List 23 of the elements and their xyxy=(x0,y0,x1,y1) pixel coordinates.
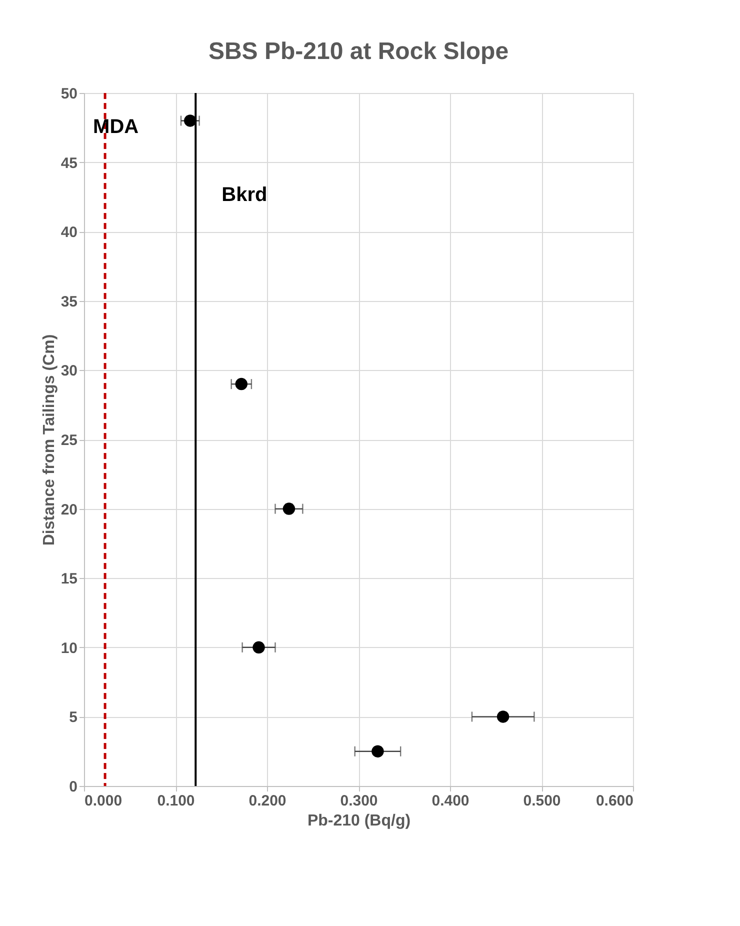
y-tick-label: 35 xyxy=(60,293,78,310)
y-axis-title: Distance from Tailings (Cm) xyxy=(40,334,58,546)
x-tick-label: 0.000 xyxy=(84,792,122,810)
x-tick-label: 0.200 xyxy=(248,792,286,810)
y-tick-label: 50 xyxy=(60,86,78,102)
y-tick-label: 25 xyxy=(60,432,78,449)
ref-line-label: Bkrd xyxy=(222,184,268,206)
x-tick-label: 0.500 xyxy=(523,792,561,810)
x-tick-label: 0.100 xyxy=(157,792,195,810)
y-tick-label: 45 xyxy=(60,154,78,172)
y-tick-label: 40 xyxy=(60,224,78,242)
y-tick-label: 20 xyxy=(60,501,78,518)
x-tick-label: 0.600 xyxy=(596,792,634,810)
x-tick-label: 0.400 xyxy=(432,792,470,810)
y-tick-label: 15 xyxy=(60,570,78,588)
y-tick-label: 0 xyxy=(69,778,78,796)
ref-line-label: MDA xyxy=(93,116,139,138)
x-tick-label: 0.300 xyxy=(340,792,378,810)
y-tick-label: 5 xyxy=(69,709,78,726)
x-axis-title: Pb-210 (Bq/g) xyxy=(307,812,411,830)
y-tick-label: 10 xyxy=(60,640,78,657)
y-tick-label: 30 xyxy=(60,362,78,380)
chart-title: SBS Pb-210 at Rock Slope xyxy=(208,38,509,65)
